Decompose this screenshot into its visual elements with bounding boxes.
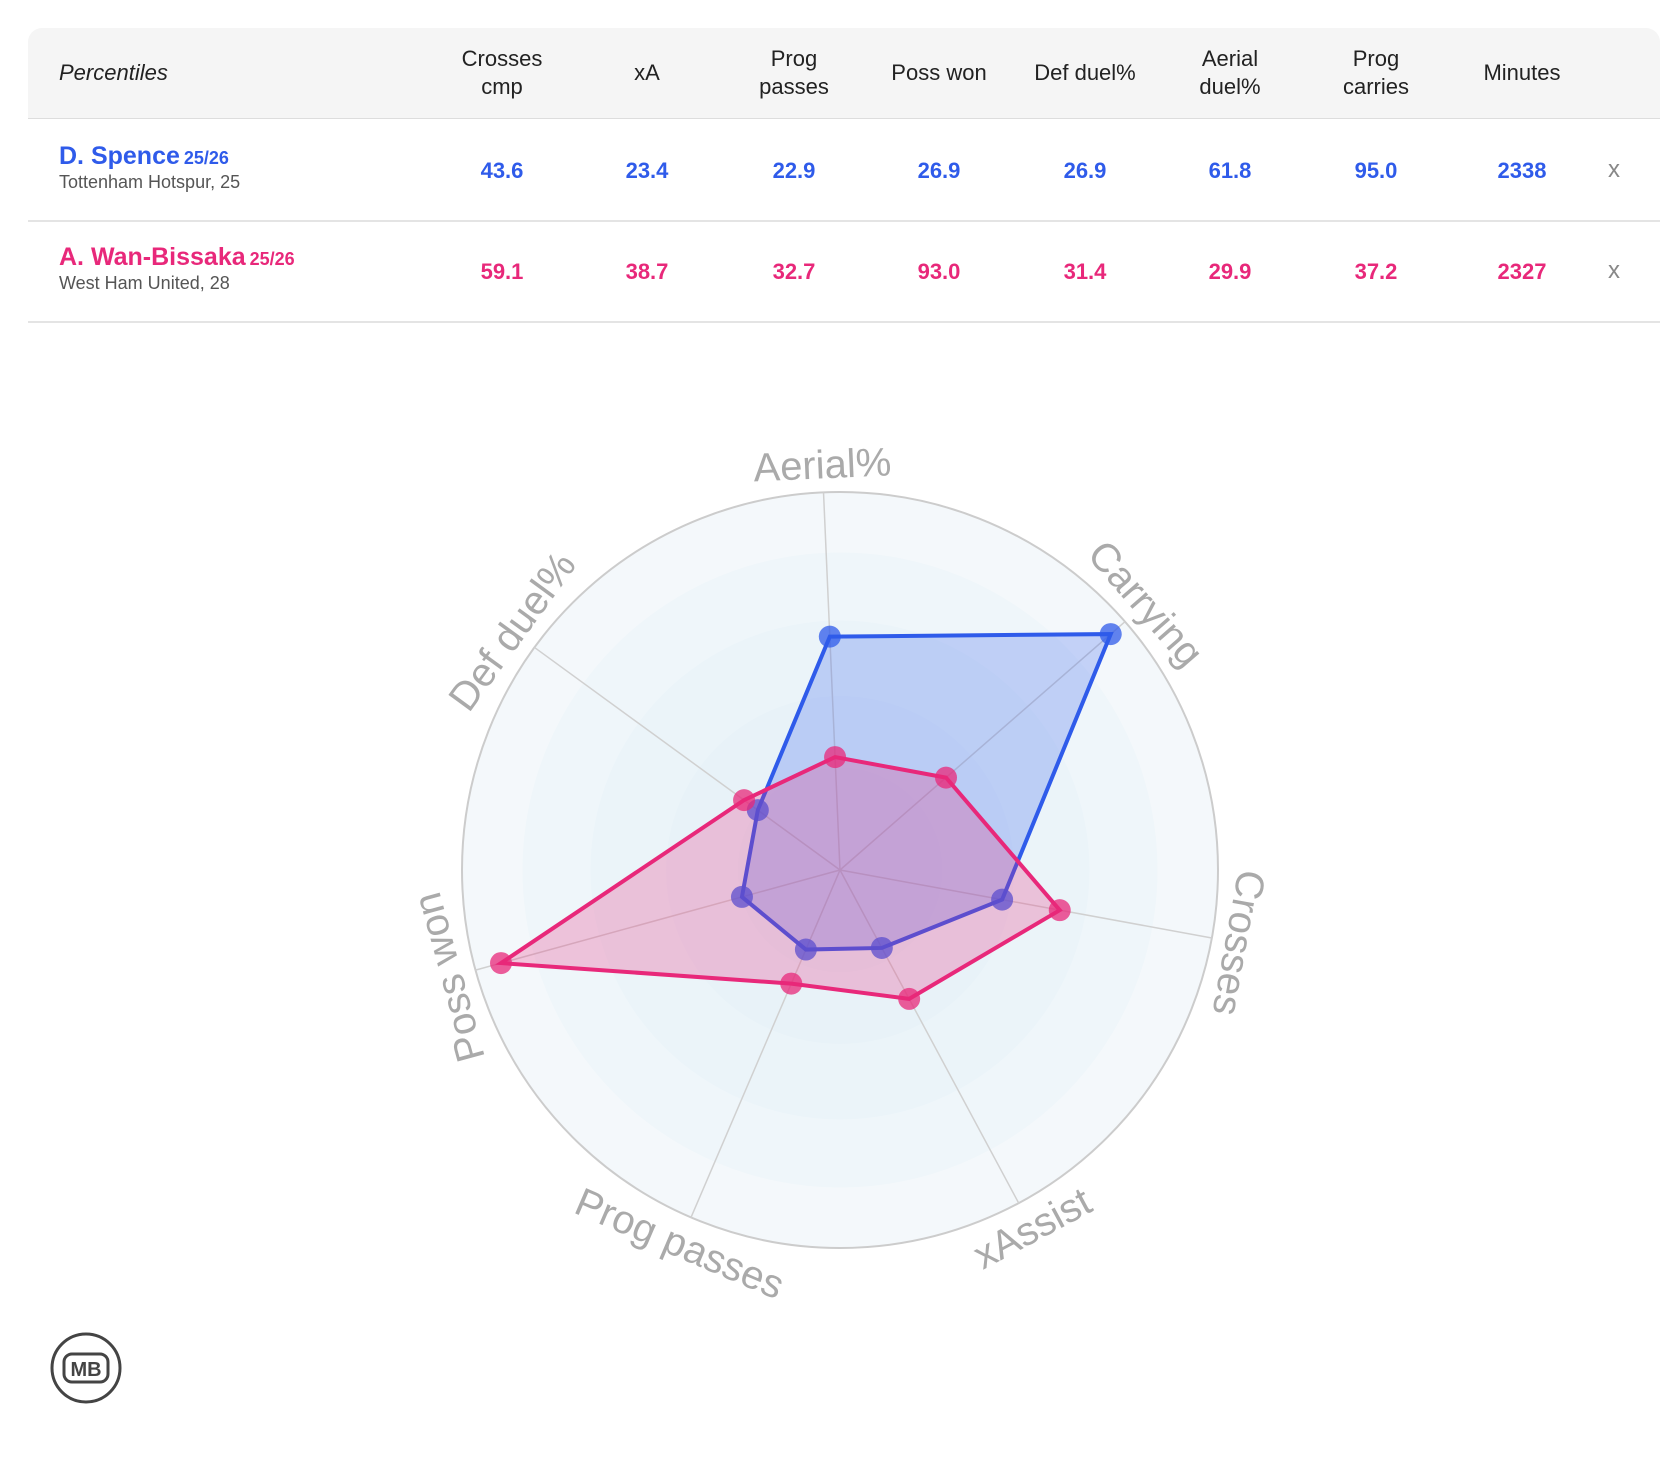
radar-point (898, 987, 921, 1010)
column-header: Def duel% (1034, 60, 1136, 85)
stat-value: 95.0 (1354, 158, 1398, 183)
radar-spoke (475, 869, 841, 971)
radar-area (495, 755, 1063, 1001)
header-label: Percentiles (59, 60, 168, 85)
stat-value: 93.0 (917, 259, 961, 284)
stat-value: 38.7 (625, 259, 669, 284)
radar-point (818, 625, 841, 648)
column-header: Prog passes (759, 46, 829, 99)
column-header: Minutes (1483, 60, 1561, 85)
team: Tottenham Hotspur, 25 (59, 172, 241, 192)
stat-value: 29.9 (1208, 259, 1252, 284)
column-header: Poss won (891, 60, 987, 85)
column-header: Aerial duel% (1199, 46, 1261, 99)
stat-value: 32.7 (772, 259, 816, 284)
radar-point (730, 885, 753, 908)
remove-button[interactable]: x (1608, 156, 1620, 183)
stat-value: 61.8 (1208, 158, 1252, 183)
radar-point (794, 938, 817, 961)
radar-point (733, 789, 756, 812)
player-row: D. Spence 25/26 Tottenham Hotspur, 25 43.6 2… (28, 120, 1660, 222)
radar-spoke (822, 492, 841, 871)
column-header: Prog carries (1342, 46, 1409, 99)
radar-spoke (690, 869, 841, 1218)
radar-point (1048, 899, 1071, 922)
stat-value: 26.9 (1063, 158, 1107, 183)
column-header: xA (634, 60, 660, 85)
axis-label: Aerial% (753, 440, 893, 490)
radar-spoke (839, 869, 1212, 939)
radar-point (991, 888, 1014, 911)
remove-button[interactable]: x (1608, 257, 1620, 284)
season: 25/26 (249, 249, 295, 269)
season: 25/26 (183, 148, 229, 168)
radar-point (1099, 623, 1122, 646)
radar-spoke (839, 621, 1126, 871)
logo: MB (50, 1332, 122, 1404)
stat-value: 26.9 (917, 158, 961, 183)
player-name: A. Wan-Bissaka 25/26 (59, 243, 295, 271)
stat-value: 31.4 (1063, 259, 1107, 284)
stat-value: 2338 (1497, 158, 1547, 183)
stat-value: 43.6 (480, 158, 524, 183)
player-name: D. Spence 25/26 (59, 142, 229, 170)
logo-text: MB (70, 1359, 101, 1381)
radar-point (935, 766, 958, 789)
stat-value: 23.4 (625, 158, 669, 183)
radar-spoke (534, 646, 841, 871)
radar-area (739, 632, 1114, 952)
team: West Ham United, 28 (59, 273, 230, 293)
radar-point (490, 952, 513, 975)
logo-box (62, 1352, 110, 1384)
stat-value: 22.9 (772, 158, 816, 183)
player-row: A. Wan-Bissaka 25/26 West Ham United, 28 59… (28, 221, 1660, 323)
stat-value: 37.2 (1354, 259, 1398, 284)
radar-point (870, 936, 893, 959)
table-header: Percentiles Crosses cmp xA Prog passes Poss … (28, 28, 1660, 119)
column-header: Crosses cmp (461, 46, 543, 99)
radar-point (780, 972, 803, 995)
radar-spoke (839, 869, 1020, 1204)
stat-value: 59.1 (480, 259, 524, 284)
radar-point (824, 746, 847, 769)
stat-value: 2327 (1497, 259, 1547, 284)
